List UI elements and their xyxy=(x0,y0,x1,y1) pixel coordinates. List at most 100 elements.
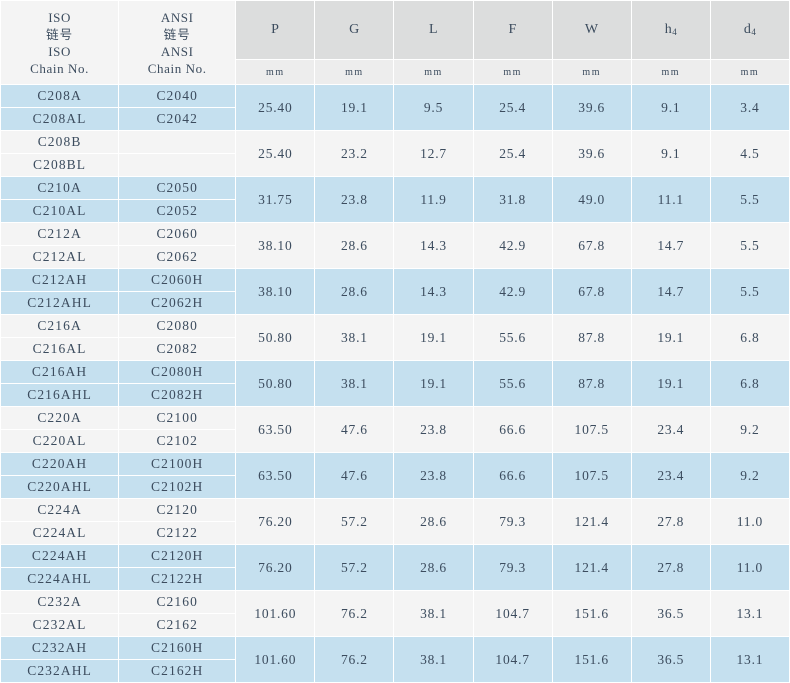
cell-iso-chain-no: C210AL xyxy=(0,199,120,223)
cell-dim-g: 28.6 xyxy=(314,222,395,269)
cell-dim-w: 39.6 xyxy=(551,84,632,131)
cell-dim-h: 23.4 xyxy=(630,452,711,499)
cell-iso-chain-no: C208A xyxy=(0,84,120,108)
header-dim-symbol: P xyxy=(271,22,280,37)
header-unit-f: mm xyxy=(472,59,553,85)
header-unit-p: mm xyxy=(235,59,316,85)
cell-iso-chain-no: C232AL xyxy=(0,613,120,637)
cell-ansi-chain-no: C2052 xyxy=(118,199,237,223)
cell-dim-f: 66.6 xyxy=(472,452,553,499)
header-dim-f: F xyxy=(472,0,553,60)
cell-ansi-chain-no: C2160 xyxy=(118,590,237,614)
cell-ansi-chain-no: C2042 xyxy=(118,107,237,131)
cell-iso-chain-no: C224AHL xyxy=(0,567,120,591)
cell-dim-g: 23.2 xyxy=(314,130,395,177)
table-row: C210A C2050 31.75 23.8 11.9 31.8 49.0 11.1 5.5 xyxy=(0,176,790,223)
header-dim-d4: d4 xyxy=(709,0,790,60)
table-row: C212AHL C2062H xyxy=(0,291,790,315)
cell-ansi-chain-no: C2050 xyxy=(118,176,237,200)
cell-dim-g: 47.6 xyxy=(314,406,395,453)
cell-iso-chain-no: C208BL xyxy=(0,153,120,177)
cell-iso-chain-no: C224AL xyxy=(0,521,120,545)
cell-dim-h: 14.7 xyxy=(630,222,711,269)
cell-dim-g: 76.2 xyxy=(314,636,395,683)
header-iso-line4: Chain No. xyxy=(30,60,89,76)
cell-ansi-chain-no: C2122H xyxy=(118,567,237,591)
cell-dim-l: 14.3 xyxy=(393,268,474,315)
cell-iso-chain-no: C220AHL xyxy=(0,475,120,499)
cell-ansi-chain-no: C2082 xyxy=(118,337,237,361)
table-row: C220A C2100 63.50 47.6 23.8 66.6 107.5 23.4 9.2 xyxy=(0,406,790,453)
table-row: C212A C2060 38.10 28.6 14.3 42.9 67.8 14.7 5.5 xyxy=(0,222,790,269)
table-row: C208AL C2042 xyxy=(0,107,790,131)
cell-ansi-chain-no: C2080H xyxy=(118,360,237,384)
table-header: ISO 链号 ISO Chain No. ANSI 链号 ANSI Chain … xyxy=(0,0,790,85)
cell-ansi-chain-no: C2100 xyxy=(118,406,237,430)
table-row: C220AL C2102 xyxy=(0,429,790,453)
table-row: C208B 25.40 23.2 12.7 25.4 39.6 9.1 4.5 xyxy=(0,130,790,177)
header-dim-p: P xyxy=(235,0,316,60)
cell-iso-chain-no: C216AL xyxy=(0,337,120,361)
cell-dim-f: 79.3 xyxy=(472,498,553,545)
cell-dim-h: 14.7 xyxy=(630,268,711,315)
cell-iso-chain-no: C216AHL xyxy=(0,383,120,407)
header-ansi-chain-no: ANSI 链号 ANSI Chain No. xyxy=(118,0,237,85)
cell-dim-f: 104.7 xyxy=(472,590,553,637)
cell-dim-f: 42.9 xyxy=(472,268,553,315)
cell-dim-p: 50.80 xyxy=(235,360,316,407)
cell-ansi-chain-no: C2100H xyxy=(118,452,237,476)
cell-dim-g: 19.1 xyxy=(314,84,395,131)
cell-iso-chain-no: C216AH xyxy=(0,360,120,384)
cell-ansi-chain-no: C2120H xyxy=(118,544,237,568)
cell-iso-chain-no: C212AH xyxy=(0,268,120,292)
cell-dim-w: 87.8 xyxy=(551,360,632,407)
table-row: C220AH C2100H 63.50 47.6 23.8 66.6 107.5 23.4 9.… xyxy=(0,452,790,499)
cell-dim-w: 107.5 xyxy=(551,452,632,499)
cell-iso-chain-no: C208B xyxy=(0,130,120,154)
cell-dim-f: 55.6 xyxy=(472,314,553,361)
cell-dim-w: 87.8 xyxy=(551,314,632,361)
cell-dim-g: 57.2 xyxy=(314,498,395,545)
cell-dim-d: 11.0 xyxy=(709,544,790,591)
header-row-symbols: ISO 链号 ISO Chain No. ANSI 链号 ANSI Chain … xyxy=(0,0,790,85)
cell-dim-d: 6.8 xyxy=(709,314,790,361)
header-ansi-line4: Chain No. xyxy=(147,60,207,76)
table-row: C212AL C2062 xyxy=(0,245,790,269)
header-ansi-line3: ANSI xyxy=(160,43,194,59)
cell-ansi-chain-no: C2082H xyxy=(118,383,237,407)
cell-dim-f: 25.4 xyxy=(472,84,553,131)
table-row: C208BL xyxy=(0,153,790,177)
cell-iso-chain-no: C232A xyxy=(0,590,120,614)
header-dim-l: L xyxy=(393,0,474,60)
cell-dim-p: 38.10 xyxy=(235,222,316,269)
cell-ansi-chain-no: C2102H xyxy=(118,475,237,499)
cell-dim-w: 121.4 xyxy=(551,544,632,591)
cell-iso-chain-no: C220AH xyxy=(0,452,120,476)
cell-dim-h: 36.5 xyxy=(630,636,711,683)
header-dim-symbol: W xyxy=(584,22,599,37)
cell-iso-chain-no: C220A xyxy=(0,406,120,430)
header-dim-h4: h4 xyxy=(630,0,711,60)
header-dim-subscript: 4 xyxy=(672,27,677,37)
header-dim-symbol: G xyxy=(349,22,360,37)
cell-dim-h: 27.8 xyxy=(630,544,711,591)
cell-dim-h: 27.8 xyxy=(630,498,711,545)
cell-ansi-chain-no: C2102 xyxy=(118,429,237,453)
cell-dim-f: 79.3 xyxy=(472,544,553,591)
cell-ansi-chain-no: C2162H xyxy=(118,659,237,683)
cell-dim-d: 4.5 xyxy=(709,130,790,177)
header-unit-h4: mm xyxy=(630,59,711,85)
table-row: C232AH C2160H 101.60 76.2 38.1 104.7 151.6 36.5… xyxy=(0,636,790,683)
cell-ansi-chain-no: C2040 xyxy=(118,84,237,108)
table-row: C232A C2160 101.60 76.2 38.1 104.7 151.6 36.5 13… xyxy=(0,590,790,637)
cell-dim-l: 28.6 xyxy=(393,498,474,545)
cell-dim-p: 63.50 xyxy=(235,406,316,453)
cell-dim-g: 47.6 xyxy=(314,452,395,499)
cell-dim-p: 25.40 xyxy=(235,84,316,131)
cell-dim-w: 151.6 xyxy=(551,636,632,683)
cell-dim-g: 38.1 xyxy=(314,360,395,407)
cell-ansi-chain-no: C2060H xyxy=(118,268,237,292)
cell-ansi-chain-no: C2080 xyxy=(118,314,237,338)
cell-iso-chain-no: C210A xyxy=(0,176,120,200)
